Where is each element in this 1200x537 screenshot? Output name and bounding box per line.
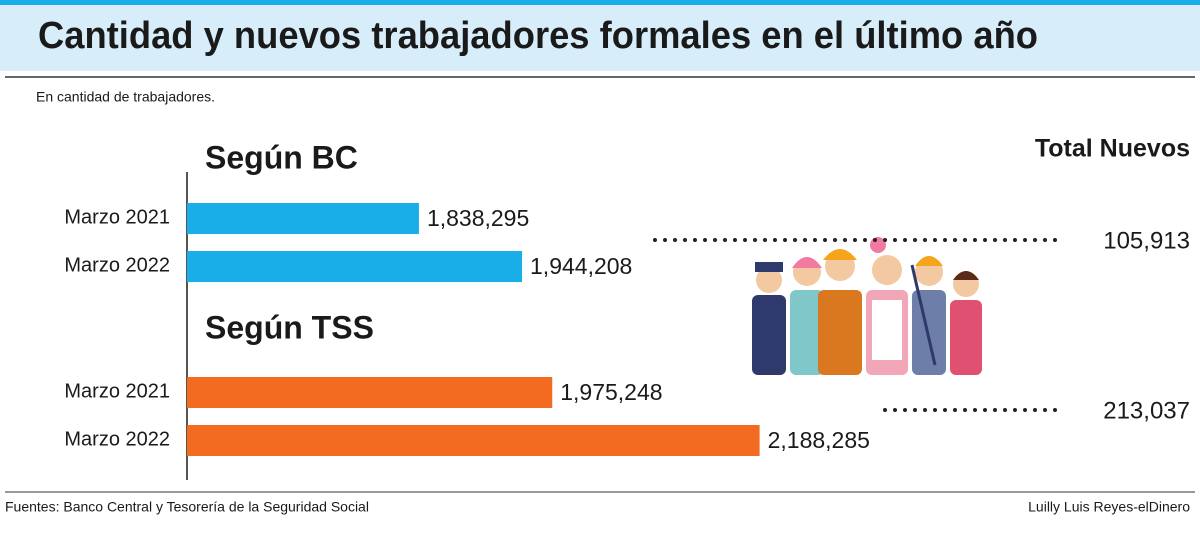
- total-heading: Total Nuevos: [1035, 135, 1190, 163]
- category-label: Marzo 2021: [64, 206, 170, 228]
- value-label: 1,975,248: [560, 379, 662, 405]
- subtitle: En cantidad de trabajadores.: [36, 89, 215, 105]
- bar: [187, 377, 553, 408]
- value-label: 1,944,208: [530, 253, 632, 279]
- workers-illustration: [752, 237, 982, 375]
- bar: [187, 203, 419, 234]
- top-stripe: [0, 0, 1200, 5]
- group-title: Según TSS: [205, 309, 374, 345]
- total-value: 105,913: [1103, 227, 1190, 254]
- value-label: 1,838,295: [427, 205, 529, 231]
- group-title: Según BC: [205, 139, 358, 175]
- category-label: Marzo 2021: [64, 380, 170, 402]
- header-band: [0, 5, 1200, 71]
- chart-title: Cantidad y nuevos trabajadores formales …: [38, 15, 1038, 57]
- footer-source: Fuentes: Banco Central y Tesorería de la…: [5, 499, 369, 515]
- category-label: Marzo 2022: [64, 254, 170, 276]
- bar: [187, 251, 523, 282]
- category-label: Marzo 2022: [64, 428, 170, 450]
- footer-credit: Luilly Luis Reyes-elDinero: [1028, 499, 1190, 515]
- value-label: 2,188,285: [768, 427, 870, 453]
- total-value: 213,037: [1103, 397, 1190, 424]
- bar: [187, 425, 760, 456]
